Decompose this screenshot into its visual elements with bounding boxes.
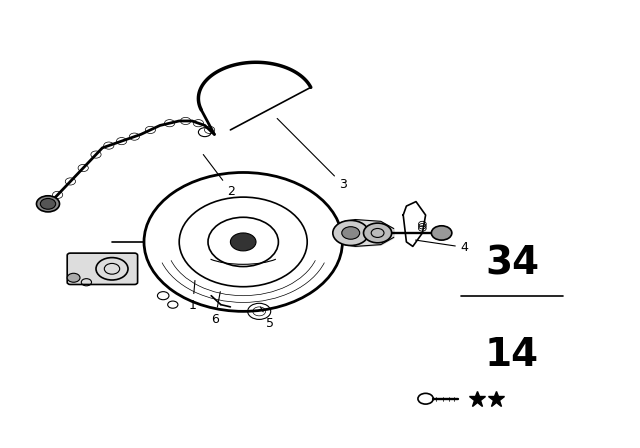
Text: 5: 5: [260, 307, 274, 330]
Text: 14: 14: [485, 336, 539, 374]
Text: 34: 34: [485, 244, 539, 282]
Circle shape: [67, 273, 80, 282]
Circle shape: [36, 196, 60, 212]
Circle shape: [333, 220, 369, 246]
FancyBboxPatch shape: [67, 253, 138, 284]
Circle shape: [230, 233, 256, 251]
Text: 3: 3: [277, 118, 347, 191]
Text: 2: 2: [204, 155, 235, 198]
Circle shape: [431, 226, 452, 240]
Text: 4: 4: [415, 240, 468, 254]
Circle shape: [40, 198, 56, 209]
Circle shape: [364, 223, 392, 243]
Text: 1: 1: [189, 280, 196, 312]
Text: 6: 6: [211, 292, 220, 326]
Circle shape: [342, 227, 360, 239]
